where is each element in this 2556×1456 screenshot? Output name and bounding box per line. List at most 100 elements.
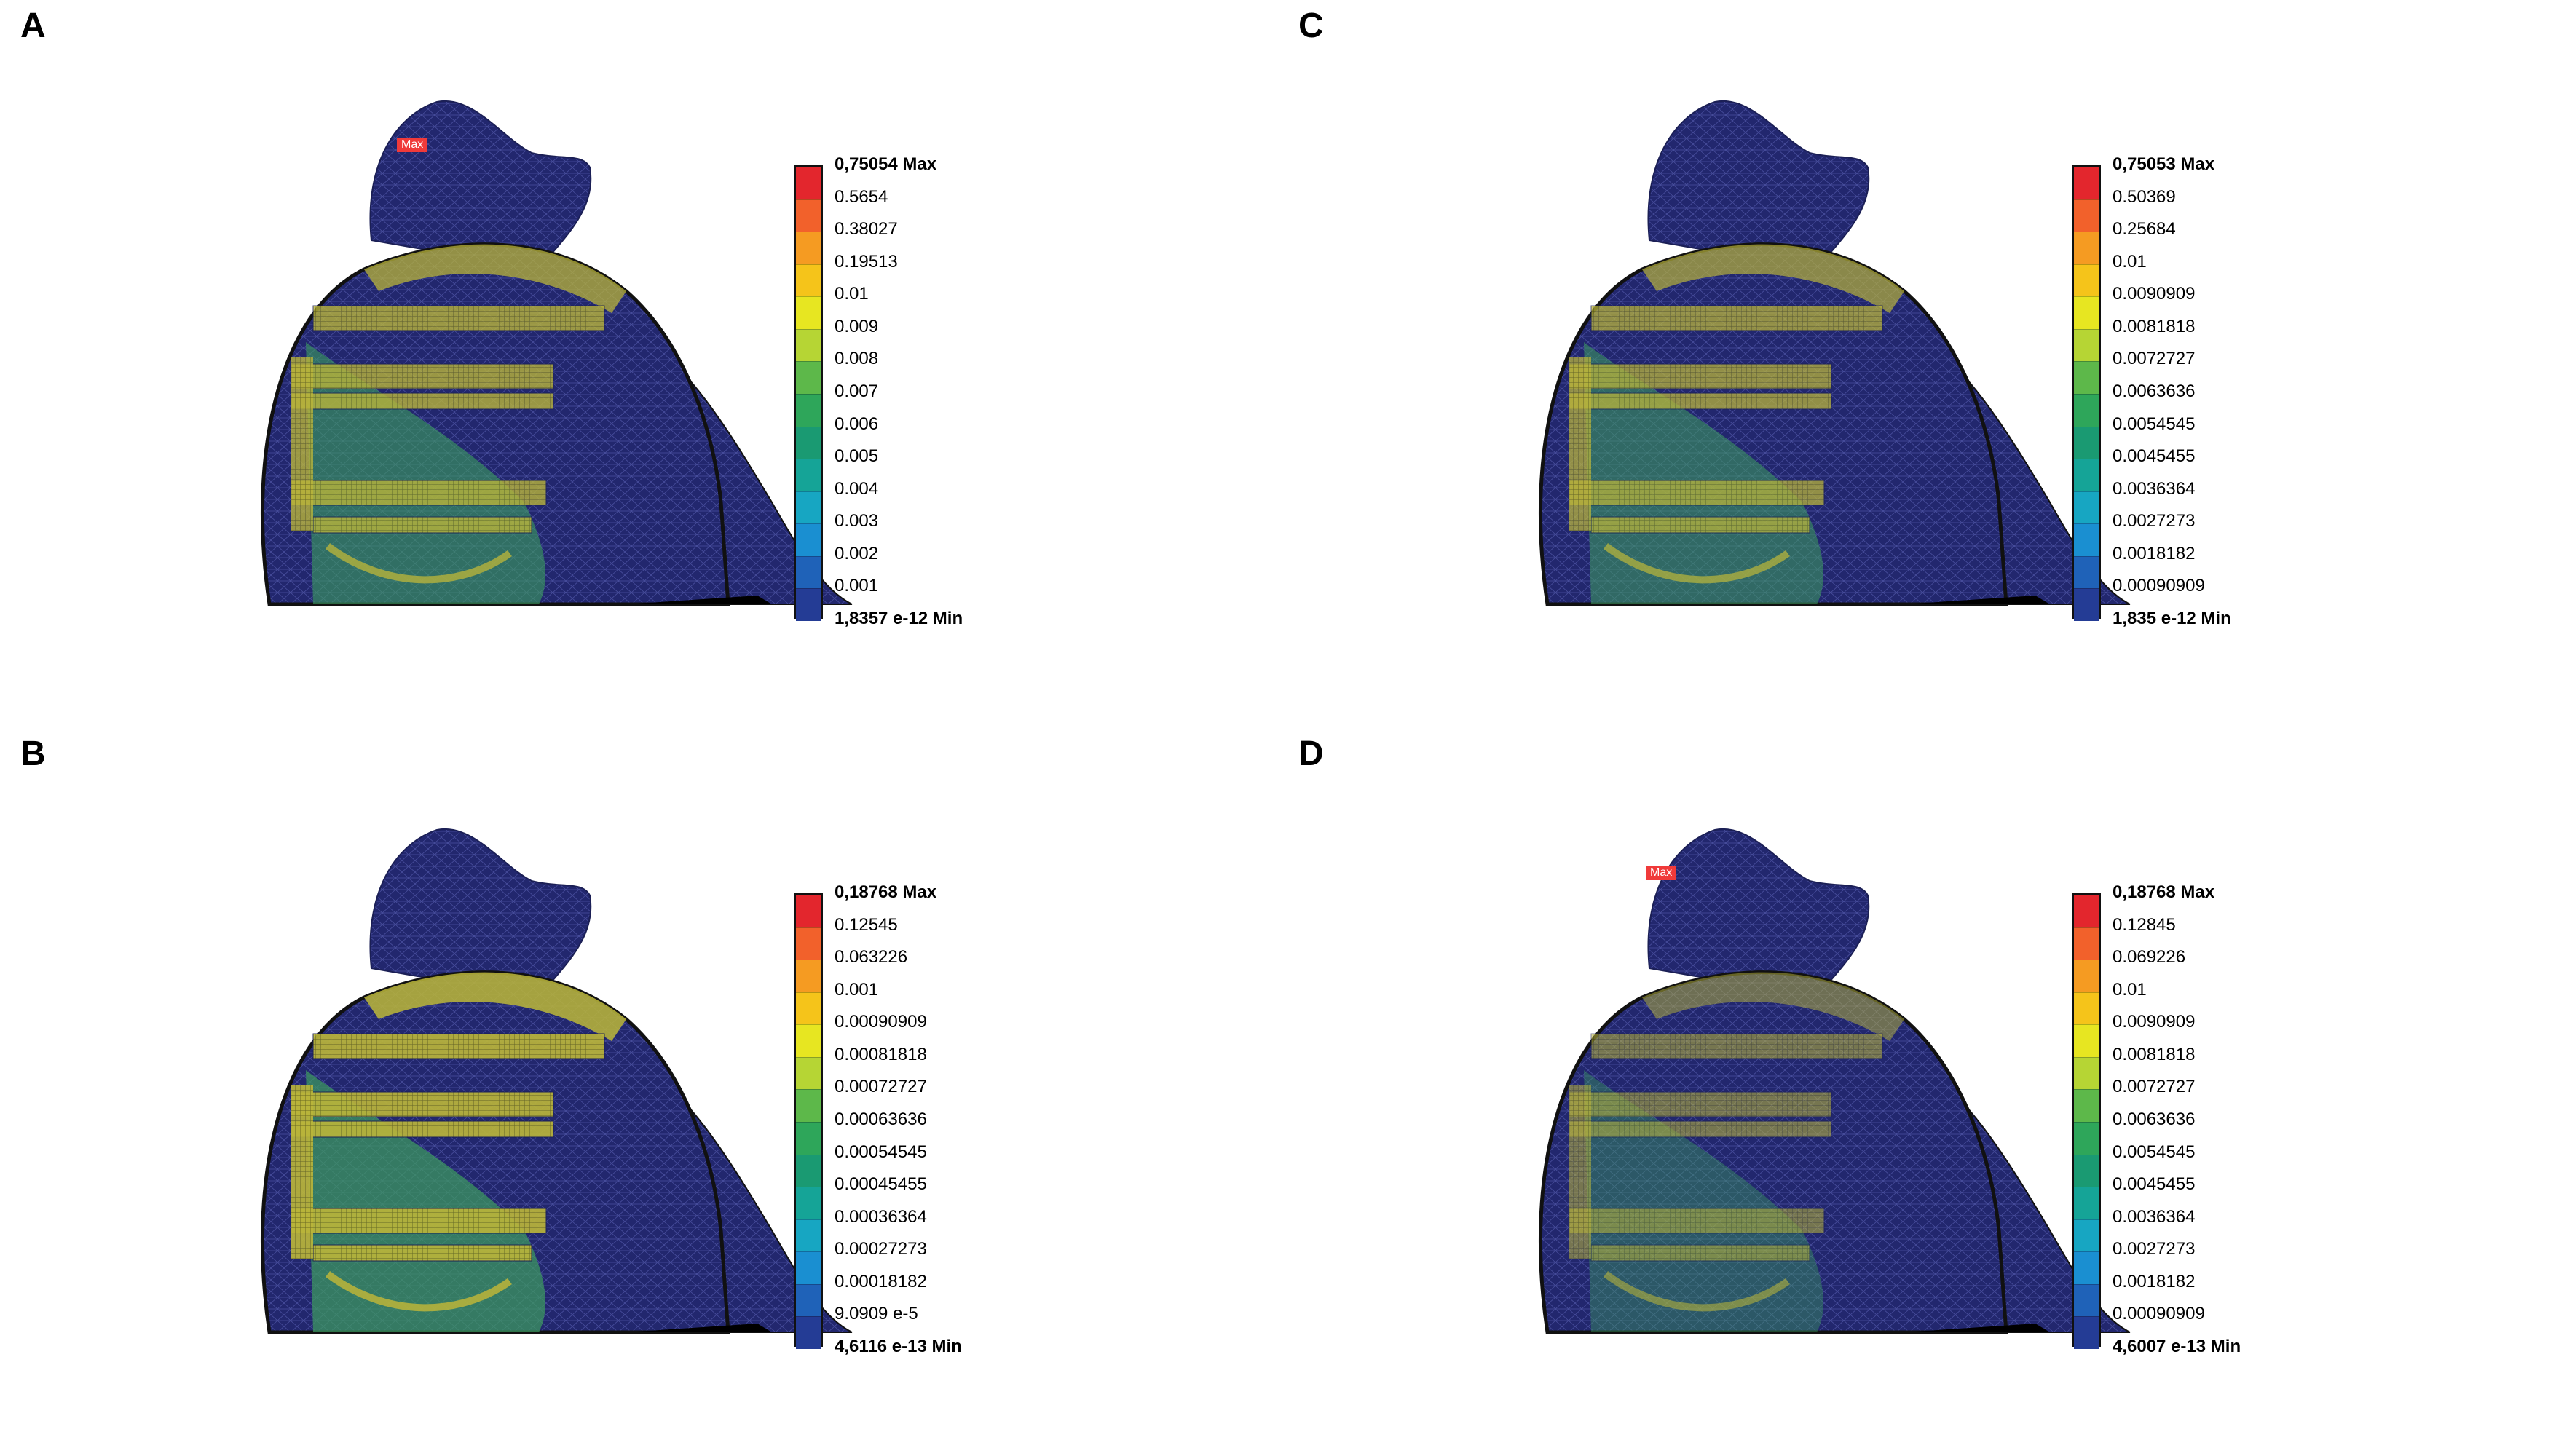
stress-arc: [1604, 542, 1790, 584]
legend-label: 0.0063636: [2113, 1109, 2196, 1129]
legend-swatch: [796, 1154, 821, 1187]
thread-bar: [1569, 480, 1825, 506]
legend-swatch: [796, 1089, 821, 1122]
fem-mesh-svg: [1538, 100, 2131, 606]
legend-swatch: [796, 960, 821, 992]
legend-swatch: [2074, 1316, 2099, 1349]
legend-label: 0.001: [835, 576, 879, 596]
stress-zone-top: [364, 244, 626, 313]
legend-swatch: [2074, 264, 2099, 297]
legend-label: 4,6007 e-13 Min: [2113, 1337, 2241, 1356]
legend-swatch: [796, 328, 821, 362]
legend-swatch: [2074, 1089, 2099, 1122]
legend-label: 0.0027273: [2113, 1239, 2196, 1259]
legend-swatch: [796, 491, 821, 524]
thread-bar: [1569, 363, 1832, 389]
legend-color-bar: [794, 893, 823, 1349]
legend-swatch: [2074, 992, 2099, 1025]
legend-label: 0.004: [835, 478, 879, 499]
thread-bar: [312, 1033, 605, 1059]
panel-d: D Max 0,18768 Max 0.12845 0.069226 0.01 0.0090…: [1278, 728, 2556, 1456]
legend-swatch: [2074, 927, 2099, 960]
legend-swatch: [2074, 1122, 2099, 1155]
crown-hook: [369, 828, 592, 999]
legend-label: 0.5654: [835, 186, 888, 207]
legend-swatch: [2074, 394, 2099, 427]
legend-label: 0.0072727: [2113, 1077, 2196, 1097]
thread-bar: [291, 480, 547, 506]
legend-label: 1,835 e-12 Min: [2113, 609, 2231, 628]
legend-label: 0.001: [835, 979, 879, 1000]
legend-label: 0.00045455: [835, 1174, 927, 1195]
legend-swatch: [796, 361, 821, 394]
thread-strip: [1569, 1085, 1591, 1259]
legend-swatch: [2074, 895, 2099, 927]
base-shadow: [1904, 1324, 2050, 1332]
legend-label: 0.00090909: [2113, 1304, 2205, 1324]
legend-label: 0.00054545: [835, 1142, 927, 1162]
thread-bar: [1590, 305, 1883, 331]
legend-label: 0.0036364: [2113, 478, 2196, 499]
legend-color-bar: [2072, 893, 2101, 1349]
panel-letter: D: [1298, 735, 1324, 773]
thread-strip: [291, 1085, 313, 1259]
legend-label: 0.19513: [835, 251, 898, 272]
legend-label: 0,18768 Max: [2113, 882, 2215, 902]
legend-label: 0.00018182: [835, 1271, 927, 1291]
legend-label: 0.0063636: [2113, 381, 2196, 401]
legend-swatch: [2074, 328, 2099, 362]
legend-swatch: [2074, 167, 2099, 199]
legend-label: 0.0018182: [2113, 543, 2196, 563]
thread-bar: [1590, 1033, 1883, 1059]
legend-swatch: [796, 199, 821, 232]
legend-swatch: [796, 992, 821, 1025]
thread-bar: [312, 305, 605, 331]
stress-zone-top: [364, 972, 626, 1041]
stress-arc: [1604, 1270, 1790, 1312]
legend-label: 0.009: [835, 316, 879, 336]
legend-label: 0.00063636: [835, 1109, 927, 1129]
legend-color-bar: [794, 165, 823, 621]
legend-label: 0.003: [835, 511, 879, 531]
legend-swatch: [2074, 491, 2099, 524]
legend-label: 0,75053 Max: [2113, 154, 2215, 174]
legend-label: 0.063226: [835, 947, 908, 968]
legend-label: 0.002: [835, 543, 879, 563]
legend-label: 0.00027273: [835, 1239, 927, 1259]
thread-bar: [1569, 392, 1832, 410]
max-marker: Max: [397, 137, 428, 152]
thread-strip: [1569, 357, 1591, 531]
legend-label: 0.0081818: [2113, 316, 2196, 336]
legend-label: 0.38027: [835, 219, 898, 240]
legend-label: 1,8357 e-12 Min: [835, 609, 963, 628]
base-shadow: [1904, 596, 2050, 604]
legend-label: 0.006: [835, 414, 879, 434]
panel-letter: B: [20, 735, 46, 773]
thread-strip: [291, 357, 313, 531]
legend-swatch: [796, 1122, 821, 1155]
legend-swatch: [796, 459, 821, 491]
legend-label: 0.0081818: [2113, 1044, 2196, 1064]
legend-swatch: [2074, 361, 2099, 394]
thread-bar: [1569, 1208, 1825, 1234]
legend-swatch: [2074, 199, 2099, 232]
legend-label: 0,18768 Max: [835, 882, 937, 902]
max-marker: Max: [1646, 865, 1677, 880]
legend-label: 0.00072727: [835, 1077, 927, 1097]
legend-color-bar: [2072, 165, 2101, 621]
legend-label: 0.0045455: [2113, 446, 2196, 467]
legend-swatch: [2074, 960, 2099, 992]
color-legend: 0,75054 Max 0.5654 0.38027 0.19513 0.01 0.009…: [794, 154, 1012, 628]
stress-arc: [326, 542, 512, 584]
thread-bar: [312, 516, 532, 534]
thread-bar: [291, 1208, 547, 1234]
thread-bar: [291, 363, 554, 389]
thread-bar: [1590, 1244, 1810, 1262]
legend-label: 9.0909 e-5: [835, 1304, 918, 1324]
legend-swatch: [2074, 1056, 2099, 1090]
legend-label: 0.005: [835, 446, 879, 467]
legend-swatch: [2074, 426, 2099, 459]
legend-swatch: [2074, 1187, 2099, 1219]
legend-swatch: [796, 523, 821, 556]
thread-bar: [291, 1091, 554, 1117]
